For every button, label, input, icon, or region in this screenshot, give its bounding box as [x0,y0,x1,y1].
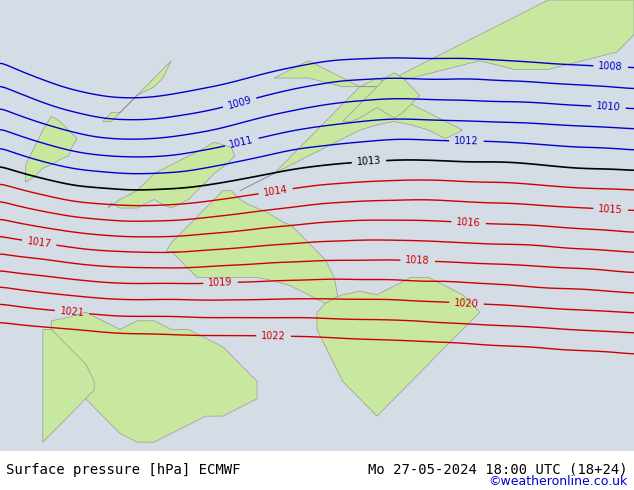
Text: 1017: 1017 [27,236,52,249]
Text: 1018: 1018 [405,255,430,266]
Text: 1016: 1016 [456,217,481,228]
Polygon shape [26,116,77,182]
Text: 1021: 1021 [60,306,85,318]
Text: 1008: 1008 [598,61,623,72]
Text: Surface pressure [hPa] ECMWF: Surface pressure [hPa] ECMWF [6,463,241,477]
Polygon shape [274,0,634,87]
Text: 1022: 1022 [261,331,286,341]
Polygon shape [317,277,480,416]
Text: 1014: 1014 [262,184,288,198]
Text: 1012: 1012 [454,136,479,146]
Text: 1015: 1015 [598,203,623,215]
Polygon shape [166,191,337,312]
Text: Mo 27-05-2024 18:00 UTC (18+24): Mo 27-05-2024 18:00 UTC (18+24) [368,463,628,477]
Text: 1011: 1011 [229,135,255,150]
Text: 1020: 1020 [454,297,479,309]
Text: 1019: 1019 [208,277,233,288]
Text: ©weatheronline.co.uk: ©weatheronline.co.uk [488,475,628,488]
Polygon shape [51,312,257,442]
Polygon shape [103,61,171,122]
Text: 1010: 1010 [596,101,621,113]
Polygon shape [0,0,634,451]
Polygon shape [43,329,94,442]
Text: 1009: 1009 [226,95,253,111]
Text: 1013: 1013 [356,156,382,168]
Polygon shape [343,73,420,122]
Polygon shape [240,78,463,191]
Polygon shape [108,142,235,208]
